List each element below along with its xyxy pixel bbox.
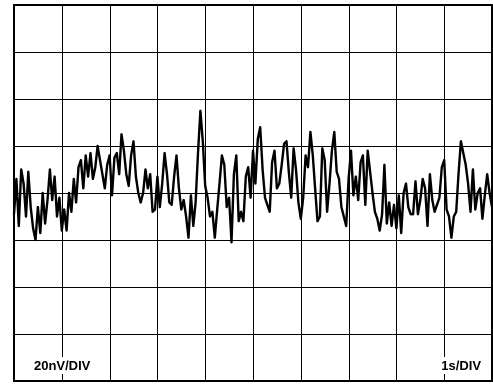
x-scale-label-group: 1s/DIV <box>439 357 484 374</box>
y-scale-label: 20nV/DIV <box>34 358 91 373</box>
y-scale-label-background <box>32 357 93 374</box>
y-scale-label-group: 20nV/DIV <box>32 357 93 374</box>
x-scale-label-background <box>439 357 484 374</box>
x-scale-label: 1s/DIV <box>441 358 481 373</box>
plot-grid <box>14 5 492 381</box>
plot-frame <box>13 4 493 382</box>
noise-trace-line <box>12 109 493 244</box>
